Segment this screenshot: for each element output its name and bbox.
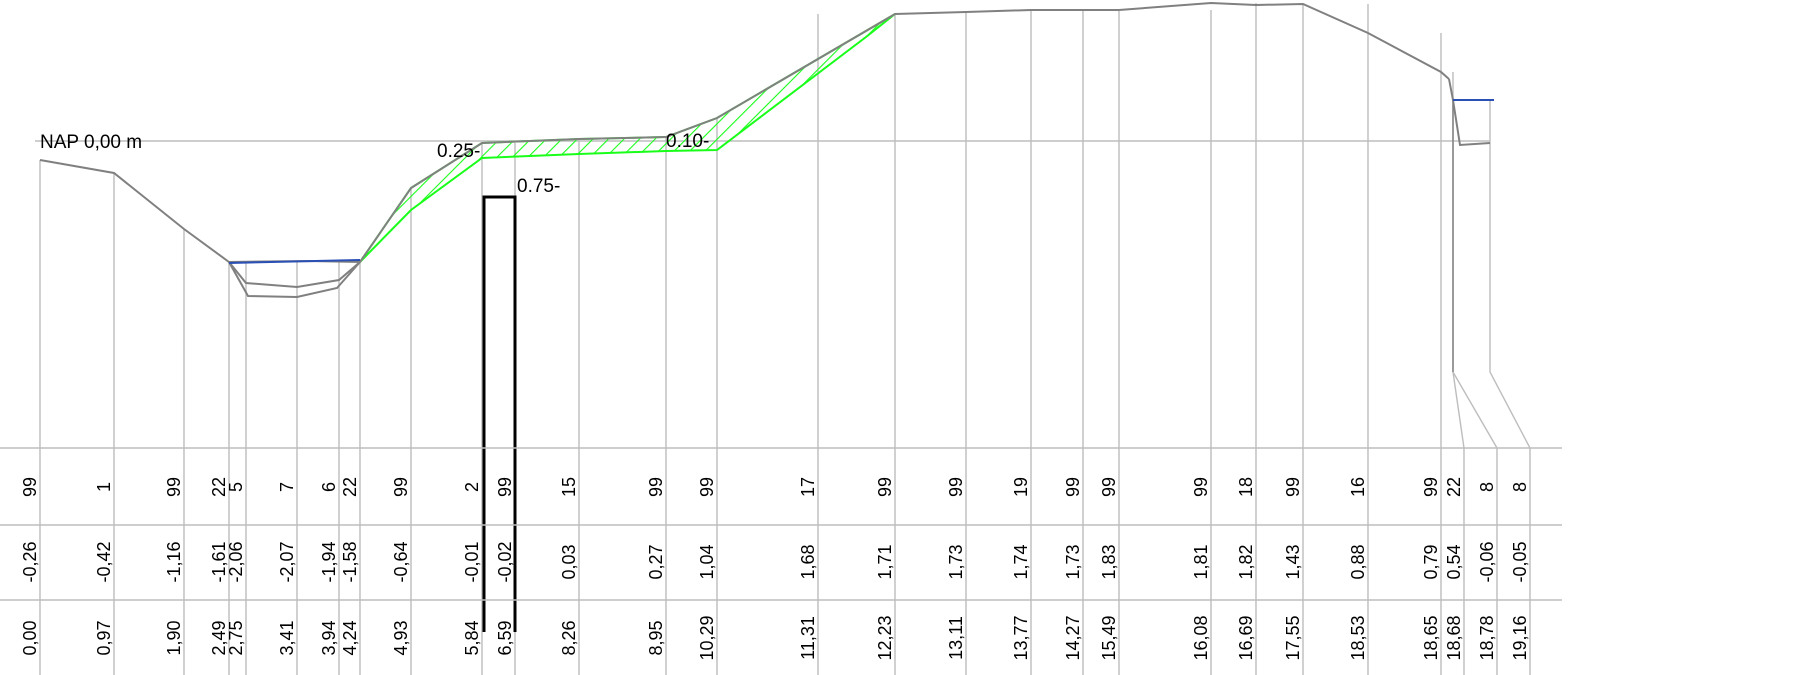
code-cell: 1: [94, 482, 114, 492]
height-cell: -0,05: [1510, 541, 1530, 582]
code-cell: 99: [20, 477, 40, 497]
height-cell: -1,61: [209, 541, 229, 582]
distance-cell: 12,23: [875, 615, 895, 660]
distance-cell: 3,94: [319, 620, 339, 655]
table-rows: 99 1 99 225 7 6 22 99 2 99 15 99 99 17 99 99 19 99 99 99 18 9…: [20, 477, 1530, 661]
code-cell: 99: [697, 477, 717, 497]
distance-cell: 4,93: [391, 620, 411, 655]
height-cell: 0,03: [559, 544, 579, 579]
layer-thickness-label-left: 0.25-: [437, 141, 480, 162]
distance-cell: 18,78: [1477, 615, 1497, 660]
height-cell: 1,73: [946, 544, 966, 579]
distance-cell: 11,31: [798, 616, 818, 660]
height-cell: -1,94: [319, 541, 339, 582]
height-cell: 0,27: [646, 544, 666, 579]
code-cell: 22: [209, 477, 229, 497]
distance-cell: 16,69: [1236, 615, 1256, 660]
sheet-pile-depth-label: 0.75-: [517, 176, 560, 197]
code-cell: 99: [1099, 477, 1119, 497]
lower-profile-line-2: [228, 261, 361, 299]
distance-cell: 18,53: [1348, 615, 1368, 660]
distance-cell: 8,26: [559, 620, 579, 655]
height-cell: 0,79: [1421, 544, 1441, 579]
height-cell: 1,43: [1283, 544, 1303, 579]
distance-cell: 13,77: [1011, 615, 1031, 660]
height-cell: 1,83: [1099, 544, 1119, 579]
distance-cell: 2,75: [226, 620, 246, 655]
distance-cell: 1,90: [164, 620, 184, 655]
height-cell: 1,71: [875, 544, 895, 579]
height-cell: -0,06: [1477, 541, 1497, 582]
distance-cell: 3,41: [277, 620, 297, 655]
height-cell: -2,06: [226, 541, 246, 582]
distance-cell: 14,27: [1063, 615, 1083, 660]
height-cell: 0,54: [1444, 544, 1464, 579]
height-cell: 1,81: [1191, 544, 1211, 579]
distance-cell: 13,11: [946, 616, 966, 660]
code-cell: 99: [1191, 477, 1211, 497]
code-cell: 99: [1421, 477, 1441, 497]
distance-cell: 2,49: [209, 620, 229, 655]
height-cell: -0,01: [462, 541, 482, 582]
distance-cell: 19,16: [1510, 615, 1530, 660]
lower-profile-line: [228, 261, 361, 289]
height-cell: -0,02: [495, 541, 515, 582]
code-cell: 99: [495, 477, 515, 497]
code-cell: 22: [340, 477, 360, 497]
distance-cell: 18,65: [1421, 615, 1441, 660]
nap-reference-label: NAP 0,00 m: [40, 132, 142, 153]
code-cell: 8: [1477, 482, 1497, 492]
height-cell: -0,42: [94, 541, 114, 582]
height-cell: -1,58: [340, 541, 360, 582]
code-cell: 2: [462, 482, 482, 492]
code-cell: 17: [798, 477, 818, 497]
distance-cell: 5,84: [462, 620, 482, 655]
distance-cell: 17,55: [1283, 615, 1303, 660]
code-cell: 99: [946, 477, 966, 497]
height-cell: 0,88: [1348, 544, 1368, 579]
code-cell: 99: [164, 477, 184, 497]
height-cell: -2,07: [277, 541, 297, 582]
code-cell: 22: [1444, 477, 1464, 497]
water-level-ditch: [228, 259, 361, 264]
code-cell: 99: [1283, 477, 1303, 497]
distance-cell: 6,59: [495, 620, 515, 655]
code-cell: 19: [1011, 477, 1031, 497]
station-vertical: [1489, 100, 1531, 675]
distance-cell: 8,95: [646, 620, 666, 655]
ground-profile-line: [39, 1, 1450, 264]
distance-cell: 15,49: [1099, 615, 1119, 660]
layer-thickness-label-right: 0.10-: [666, 131, 709, 152]
height-cell: 1,82: [1236, 544, 1256, 579]
distance-cell: 16,08: [1191, 615, 1211, 660]
code-cell: 99: [1063, 477, 1083, 497]
sheet-pile: [482, 195, 517, 632]
code-cell: 99: [391, 477, 411, 497]
distance-cell: 0,97: [94, 620, 114, 655]
right-bank-line: [1448, 78, 1491, 147]
code-cell: 15: [559, 477, 579, 497]
code-cell: 18: [1236, 477, 1256, 497]
code-cell: 5: [226, 482, 246, 492]
distance-cell: 4,24: [340, 620, 360, 655]
height-cell: -0,64: [391, 541, 411, 582]
height-cell: -1,16: [164, 541, 184, 582]
data-table: 99 1 99 225 7 6 22 99 2 99 15 99 99 17 99 99 19 99 99 99 18 9…: [0, 447, 1562, 661]
code-cell: 99: [875, 477, 895, 497]
height-cell: 1,74: [1011, 544, 1031, 579]
code-cell: 6: [319, 482, 339, 492]
code-cell: 7: [277, 482, 297, 492]
distance-cell: 10,29: [697, 615, 717, 660]
height-cell: 1,04: [697, 544, 717, 579]
code-cell: 8: [1510, 482, 1530, 492]
code-cell: 16: [1348, 477, 1368, 497]
height-cell: 1,68: [798, 544, 818, 579]
height-cell: -0,26: [20, 541, 40, 582]
station-verticals: [39, 3, 1531, 675]
distance-cell: 18,68: [1444, 615, 1464, 660]
code-cell: 99: [646, 477, 666, 497]
distance-cell: 0,00: [20, 620, 40, 655]
height-cell: 1,73: [1063, 544, 1083, 579]
